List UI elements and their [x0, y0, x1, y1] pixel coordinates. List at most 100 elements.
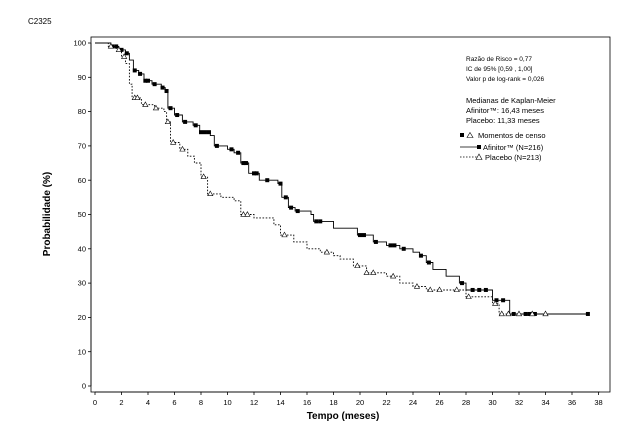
- series-line-placebo: [95, 42, 546, 315]
- legend-afinitor-marker: [477, 145, 481, 149]
- censor-marker-placebo: [164, 118, 171, 124]
- censor-marker-placebo: [436, 286, 443, 293]
- x-tick-label: 24: [409, 398, 417, 407]
- censor-marker-placebo: [492, 300, 499, 306]
- censor-marker-afinitor: [358, 233, 362, 238]
- x-tick-label: 0: [93, 398, 97, 407]
- censor-marker-afinitor: [214, 143, 219, 148]
- medians-title: Medianas de Kaplan-Meier: [466, 96, 556, 105]
- x-tick-label: 12: [250, 398, 258, 407]
- censor-marker-placebo: [390, 272, 397, 279]
- y-tick-label: 70: [78, 142, 86, 151]
- x-tick-label: 14: [276, 398, 284, 407]
- censor-marker-afinitor: [361, 233, 366, 238]
- censor-marker-placebo: [134, 94, 141, 100]
- x-tick-label: 38: [594, 398, 602, 407]
- censor-marker-placebo: [542, 310, 549, 317]
- censor-marker-placebo: [323, 248, 330, 255]
- y-tick-label: 60: [78, 176, 86, 185]
- x-tick-label: 30: [488, 398, 496, 407]
- censor-marker-afinitor: [143, 78, 148, 83]
- x-tick-label: 26: [435, 398, 443, 407]
- censor-marker-placebo: [244, 211, 251, 217]
- figure-code: C2325: [28, 17, 52, 26]
- y-tick-label: 80: [78, 107, 86, 116]
- censor-marker-afinitor: [295, 209, 300, 214]
- censor-marker-afinitor: [252, 171, 256, 176]
- censor-marker-placebo: [179, 145, 186, 152]
- legend-placebo-marker: [475, 153, 483, 160]
- median-afinitor: Afinitor™: 16,43 meses: [466, 106, 544, 115]
- censor-marker-placebo: [515, 310, 523, 317]
- legend: Momentos de censo Afinitor™ (N=216) Plac…: [460, 131, 546, 162]
- x-tick-label: 16: [303, 398, 311, 407]
- legend-afinitor-label: Afinitor™ (N=216): [483, 143, 544, 152]
- censor-marker-afinitor: [241, 161, 246, 166]
- x-tick-label: 10: [223, 398, 231, 407]
- censor-marker-placebo: [107, 43, 115, 49]
- censor-marker-afinitor: [501, 298, 506, 303]
- series-layer: [95, 42, 590, 317]
- censor-marker-placebo: [529, 310, 536, 317]
- y-tick-label: 40: [78, 244, 86, 253]
- censor-marker-afinitor: [229, 147, 234, 152]
- censor-marker-placebo: [498, 310, 505, 317]
- censor-marker-afinitor: [470, 287, 475, 292]
- x-axis-title: Tempo (meses): [307, 411, 380, 422]
- legend-placebo-label: Placebo (N=213): [485, 153, 542, 162]
- censor-marker-afinitor: [477, 287, 482, 292]
- censor-marker-placebo: [200, 173, 207, 179]
- censor-marker-afinitor: [314, 219, 319, 224]
- x-tick-label: 34: [541, 398, 549, 407]
- x-tick-label: 36: [568, 398, 576, 407]
- censor-marker-placebo: [465, 293, 472, 299]
- censor-marker-afinitor: [426, 260, 431, 265]
- censor-marker-placebo: [121, 53, 128, 59]
- censor-marker-afinitor: [254, 171, 259, 176]
- x-tick-label: 6: [172, 398, 176, 407]
- censor-marker-afinitor: [265, 178, 270, 183]
- censor-marker-afinitor: [146, 78, 150, 83]
- censor-marker-afinitor: [175, 113, 180, 118]
- x-tick-label: 2: [119, 398, 123, 407]
- censor-marker-afinitor: [527, 311, 532, 316]
- censor-marker-placebo: [115, 46, 122, 52]
- censor-marker-placebo: [207, 190, 214, 197]
- censor-marker-afinitor: [278, 181, 283, 186]
- y-tick-label: 0: [82, 382, 86, 391]
- censor-marker-afinitor: [585, 311, 590, 316]
- censor-marker-placebo: [370, 269, 377, 275]
- censor-marker-afinitor: [373, 239, 378, 244]
- y-tick-label: 90: [78, 73, 86, 82]
- censor-marker-placebo: [505, 310, 512, 317]
- median-placebo: Placebo: 11,33 meses: [466, 116, 540, 125]
- censor-marker-afinitor: [206, 130, 211, 135]
- censor-marker-placebo: [281, 231, 288, 238]
- censor-marker-placebo: [427, 286, 434, 293]
- legend-censor-label: Momentos de censo: [478, 131, 546, 140]
- x-tick-label: 32: [515, 398, 523, 407]
- medians-block: Medianas de Kaplan-Meier Afinitor™: 16,4…: [466, 96, 556, 125]
- x-axis: 0 2 4 6 8 10 12 14 16 18 20 22 24 26 28 30 32 34 36 38: [93, 391, 603, 407]
- censor-marker-afinitor: [202, 130, 207, 135]
- censor-marker-afinitor: [164, 89, 169, 94]
- x-tick-label: 20: [356, 398, 364, 407]
- censor-marker-afinitor: [132, 68, 137, 73]
- y-tick-label: 100: [73, 39, 86, 48]
- censor-marker-placebo: [142, 101, 149, 107]
- x-tick-label: 4: [146, 398, 150, 407]
- censor-marker-afinitor: [199, 130, 203, 135]
- y-tick-label: 30: [78, 279, 86, 288]
- y-axis-title: Probabilidade (%): [42, 172, 53, 256]
- y-tick-label: 20: [78, 313, 86, 322]
- censor-marker-afinitor: [160, 85, 165, 90]
- series-line-afinitor: [95, 42, 588, 315]
- censor-marker-afinitor: [289, 205, 294, 210]
- y-tick-label: 50: [78, 210, 86, 219]
- hazard-ratio-text: Razão de Risco = 0,77: [466, 56, 532, 63]
- series-afinitor: [95, 42, 590, 316]
- statistics-block: Razão de Risco = 0,77 IC de 95% [0,59 , …: [466, 56, 544, 83]
- y-tick-label: 10: [78, 347, 86, 356]
- censor-marker-afinitor: [460, 281, 465, 286]
